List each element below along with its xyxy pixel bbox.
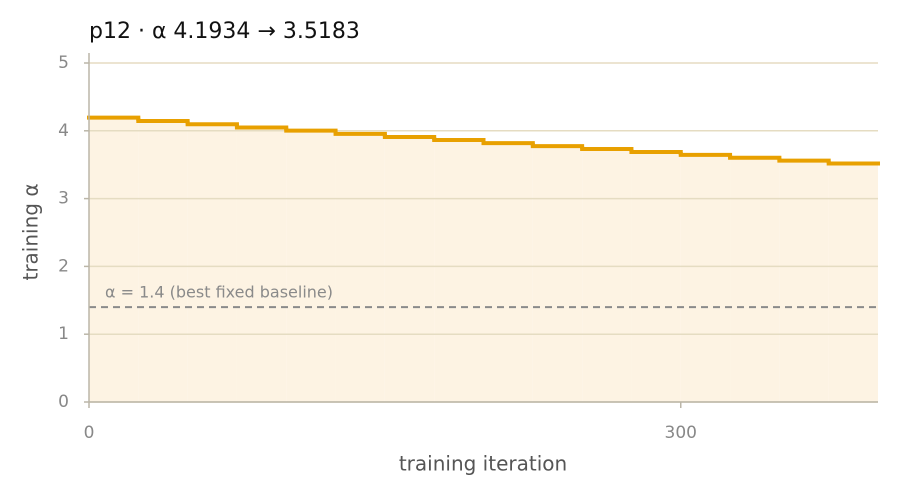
area-fill bbox=[582, 149, 632, 402]
y-tick-label: 3 bbox=[58, 189, 69, 209]
area-fill bbox=[828, 163, 878, 402]
y-tick-label: 2 bbox=[58, 256, 69, 276]
area-fill bbox=[483, 143, 533, 403]
area-fill bbox=[89, 117, 139, 403]
y-tick-label: 5 bbox=[58, 53, 69, 73]
y-tick-label: 4 bbox=[58, 121, 69, 141]
chart-title: p12 · α 4.1934 → 3.5183 bbox=[89, 19, 360, 44]
y-tick-label: 0 bbox=[58, 392, 69, 412]
area-fill bbox=[236, 127, 287, 403]
area-fill bbox=[138, 120, 188, 403]
area-fill bbox=[434, 140, 484, 402]
area-fill bbox=[680, 154, 731, 402]
y-tick-label: 1 bbox=[58, 324, 69, 344]
x-tick-label: 0 bbox=[84, 423, 95, 443]
area-fill bbox=[730, 157, 780, 402]
y-axis-label: training α bbox=[19, 183, 43, 280]
x-axis-label: training iteration bbox=[399, 452, 567, 476]
area-fill bbox=[335, 133, 385, 402]
area-fill bbox=[384, 136, 435, 403]
area-fill bbox=[631, 152, 681, 402]
area-fill bbox=[187, 124, 237, 402]
area-fill bbox=[779, 160, 829, 402]
baseline-label: α = 1.4 (best fixed baseline) bbox=[105, 283, 333, 302]
area-fill bbox=[532, 146, 583, 402]
x-tick-label: 300 bbox=[665, 423, 697, 443]
